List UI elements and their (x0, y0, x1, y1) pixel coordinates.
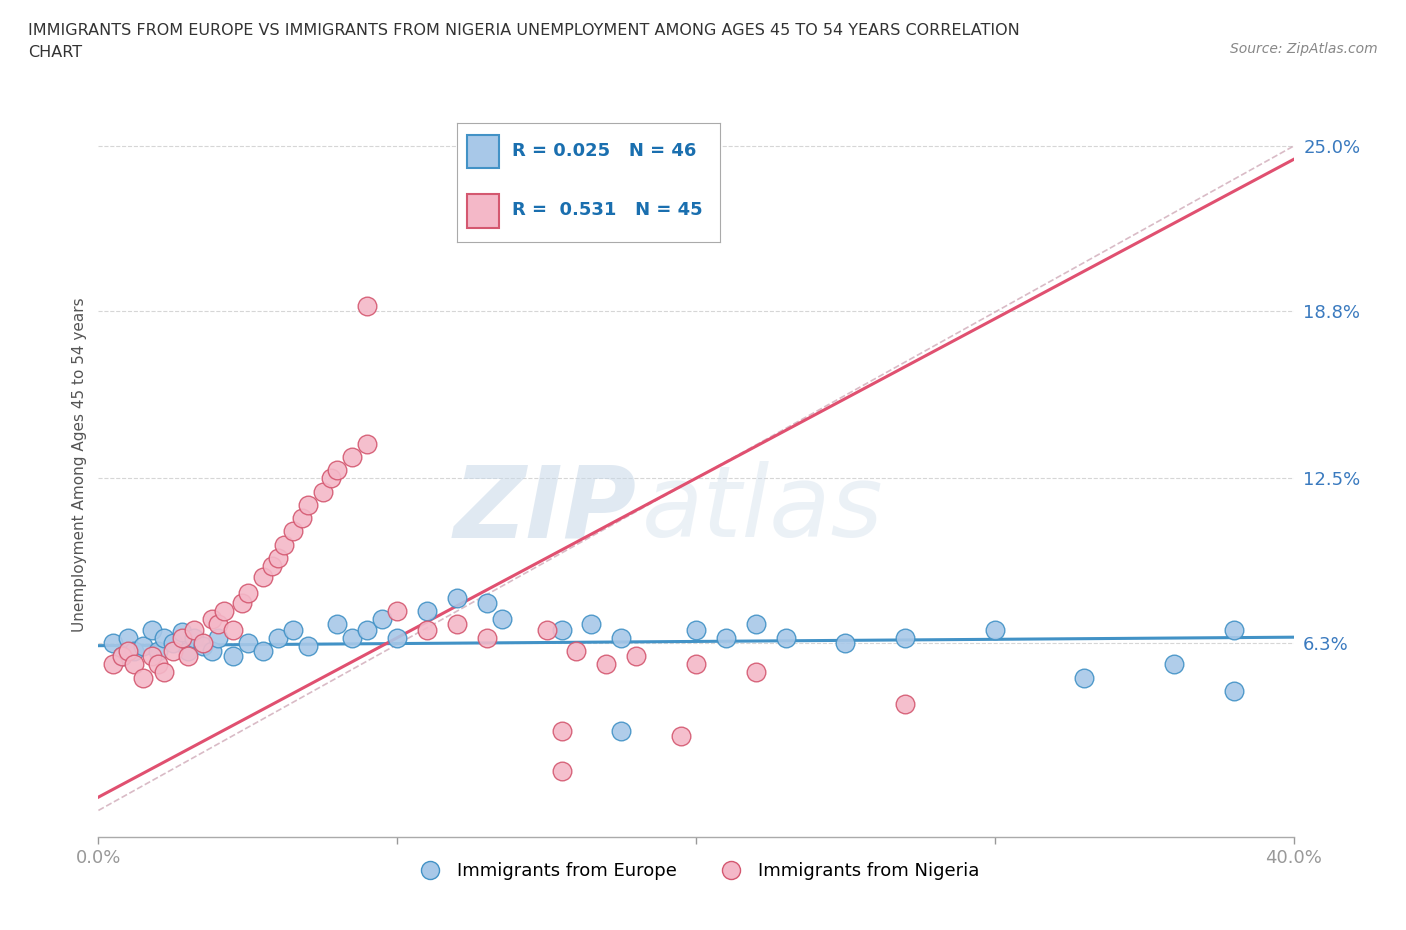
Immigrants from Europe (1073, 671, 1095, 685)
Immigrants from Europe (1163, 657, 1185, 671)
Immigrants from Nigeria (117, 644, 139, 658)
Immigrants from Europe (1223, 684, 1246, 698)
Immigrants from Nigeria (201, 612, 224, 627)
Immigrants from Europe (714, 631, 737, 645)
Immigrants from Europe (207, 631, 229, 645)
Immigrants from Europe (984, 622, 1007, 637)
Immigrants from Nigeria (222, 622, 245, 637)
Immigrants from Nigeria (273, 538, 295, 552)
Text: IMMIGRANTS FROM EUROPE VS IMMIGRANTS FROM NIGERIA UNEMPLOYMENT AMONG AGES 45 TO : IMMIGRANTS FROM EUROPE VS IMMIGRANTS FRO… (28, 23, 1019, 38)
Immigrants from Nigeria (745, 665, 768, 680)
Immigrants from Europe (371, 612, 394, 627)
Immigrants from Nigeria (124, 657, 146, 671)
Immigrants from Nigeria (385, 604, 409, 618)
Immigrants from Nigeria (321, 471, 343, 485)
Immigrants from Europe (775, 631, 797, 645)
Immigrants from Nigeria (550, 764, 572, 778)
Immigrants from Nigeria (153, 665, 176, 680)
Immigrants from Europe (581, 617, 603, 631)
Text: atlas: atlas (643, 461, 884, 558)
Immigrants from Nigeria (311, 485, 333, 499)
Immigrants from Nigeria (626, 649, 648, 664)
Immigrants from Nigeria (260, 559, 283, 574)
Immigrants from Europe (520, 219, 543, 233)
Immigrants from Europe (111, 649, 134, 664)
Immigrants from Europe (153, 631, 176, 645)
Immigrants from Europe (610, 724, 633, 738)
Immigrants from Europe (685, 622, 707, 637)
Immigrants from Nigeria (231, 596, 253, 611)
Immigrants from Europe (148, 644, 170, 658)
Immigrants from Nigeria (103, 657, 125, 671)
Immigrants from Nigeria (475, 631, 498, 645)
Immigrants from Europe (550, 622, 572, 637)
Immigrants from Nigeria (148, 657, 170, 671)
Immigrants from Europe (162, 635, 184, 650)
Immigrants from Europe (894, 631, 917, 645)
Text: ZIP: ZIP (453, 461, 637, 558)
Immigrants from Nigeria (356, 436, 378, 451)
Immigrants from Europe (297, 638, 319, 653)
Immigrants from Nigeria (291, 511, 314, 525)
Immigrants from Europe (191, 638, 214, 653)
Immigrants from Europe (236, 635, 259, 650)
Immigrants from Europe (103, 635, 125, 650)
Immigrants from Nigeria (183, 622, 205, 637)
Immigrants from Europe (267, 631, 290, 645)
Immigrants from Nigeria (342, 449, 364, 464)
Immigrants from Nigeria (446, 617, 468, 631)
Immigrants from Nigeria (267, 551, 290, 565)
Immigrants from Europe (385, 631, 409, 645)
Immigrants from Nigeria (297, 498, 319, 512)
Immigrants from Nigeria (536, 622, 558, 637)
Immigrants from Nigeria (894, 697, 917, 711)
Immigrants from Nigeria (141, 649, 163, 664)
Immigrants from Nigeria (207, 617, 229, 631)
Immigrants from Nigeria (550, 724, 572, 738)
Immigrants from Nigeria (252, 569, 274, 584)
Immigrants from Europe (177, 644, 200, 658)
Immigrants from Nigeria (162, 644, 184, 658)
Immigrants from Europe (141, 622, 163, 637)
Immigrants from Nigeria (565, 644, 588, 658)
Immigrants from Nigeria (132, 671, 155, 685)
Text: CHART: CHART (28, 45, 82, 60)
Immigrants from Nigeria (356, 299, 378, 313)
Immigrants from Europe (610, 631, 633, 645)
Immigrants from Europe (745, 617, 768, 631)
Immigrants from Europe (834, 635, 856, 650)
Immigrants from Europe (342, 631, 364, 645)
Immigrants from Europe (132, 638, 155, 653)
Immigrants from Europe (356, 622, 378, 637)
Immigrants from Nigeria (595, 657, 617, 671)
Immigrants from Europe (183, 631, 205, 645)
Text: Source: ZipAtlas.com: Source: ZipAtlas.com (1230, 42, 1378, 56)
Immigrants from Nigeria (177, 649, 200, 664)
Y-axis label: Unemployment Among Ages 45 to 54 years: Unemployment Among Ages 45 to 54 years (72, 298, 87, 632)
Immigrants from Nigeria (212, 604, 235, 618)
Immigrants from Nigeria (111, 649, 134, 664)
Legend: Immigrants from Europe, Immigrants from Nigeria: Immigrants from Europe, Immigrants from … (405, 855, 987, 887)
Immigrants from Nigeria (416, 622, 439, 637)
Immigrants from Nigeria (326, 463, 349, 478)
Immigrants from Nigeria (236, 585, 259, 600)
Immigrants from Europe (201, 644, 224, 658)
Immigrants from Europe (124, 644, 146, 658)
Immigrants from Europe (1223, 622, 1246, 637)
Immigrants from Nigeria (172, 631, 194, 645)
Immigrants from Nigeria (685, 657, 707, 671)
Immigrants from Europe (281, 622, 304, 637)
Immigrants from Europe (252, 644, 274, 658)
Immigrants from Europe (172, 625, 194, 640)
Immigrants from Europe (222, 649, 245, 664)
Immigrants from Europe (475, 596, 498, 611)
Immigrants from Nigeria (191, 635, 214, 650)
Immigrants from Europe (446, 591, 468, 605)
Immigrants from Europe (326, 617, 349, 631)
Immigrants from Nigeria (281, 524, 304, 538)
Immigrants from Europe (491, 612, 513, 627)
Immigrants from Europe (117, 631, 139, 645)
Immigrants from Europe (416, 604, 439, 618)
Immigrants from Nigeria (669, 728, 692, 743)
